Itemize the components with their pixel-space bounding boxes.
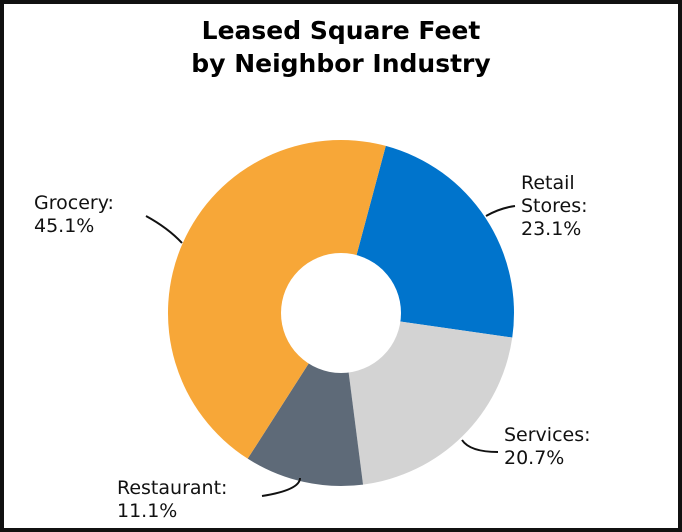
label-retail-stores: Retail Stores: 23.1%	[521, 172, 588, 241]
label-retail-line-2: Stores:	[521, 195, 588, 217]
donut-hole	[281, 253, 401, 373]
label-services-line-1: Services:	[504, 424, 591, 446]
chart-title-line-2: by Neighbor Industry	[191, 49, 491, 78]
leader-line-restaurant	[261, 477, 301, 497]
leader-line-services	[461, 439, 499, 453]
label-restaurant-value: 11.1%	[117, 500, 178, 522]
label-grocery-line-1: Grocery:	[34, 192, 114, 214]
label-services: Services: 20.7%	[504, 424, 591, 470]
chart-title-line-1: Leased Square Feet	[201, 16, 481, 45]
label-retail-line-1: Retail	[521, 172, 575, 194]
chart-title: Leased Square Feet by Neighbor Industry	[0, 14, 682, 80]
leader-line-grocery	[145, 215, 183, 244]
slice-grocery	[167, 139, 386, 459]
leader-line-retail	[485, 205, 516, 217]
label-restaurant-line-1: Restaurant:	[117, 477, 228, 499]
label-grocery-value: 45.1%	[34, 215, 95, 237]
leader-lines	[145, 205, 516, 497]
label-services-value: 20.7%	[504, 447, 565, 469]
label-retail-value: 23.1%	[521, 218, 582, 240]
slice-services	[341, 313, 513, 485]
label-restaurant: Restaurant: 11.1%	[117, 477, 227, 523]
label-grocery: Grocery: 45.1%	[34, 192, 114, 238]
